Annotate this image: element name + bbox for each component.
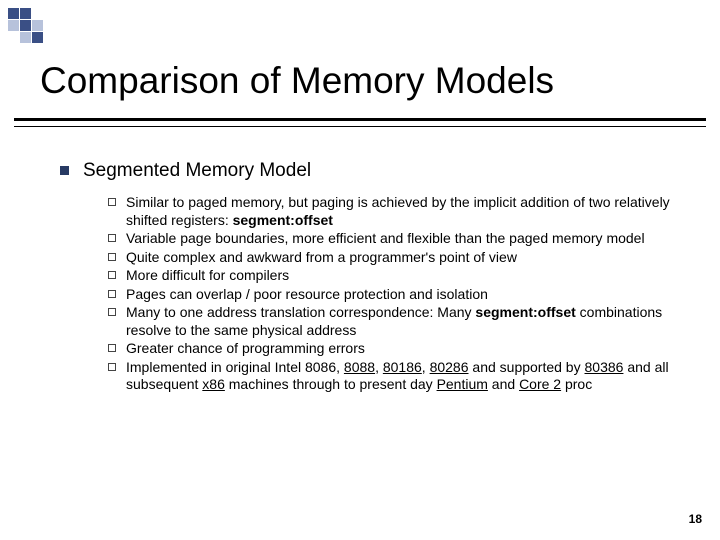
section-heading-row: Segmented Memory Model <box>60 160 680 182</box>
text-run: Greater chance of programming errors <box>126 340 365 356</box>
section-heading: Segmented Memory Model <box>83 160 311 182</box>
list-item-text: Quite complex and awkward from a program… <box>126 249 680 267</box>
list-item-text: More difficult for compilers <box>126 267 680 285</box>
hollow-square-bullet-icon <box>108 344 116 352</box>
deco-cell <box>20 32 31 43</box>
text-run: and <box>488 376 519 392</box>
deco-cell <box>20 8 31 19</box>
horizontal-rule-thick <box>14 118 706 121</box>
deco-cell <box>8 32 19 43</box>
hollow-square-bullet-icon <box>108 290 116 298</box>
text-run: machines through to present day <box>225 376 437 392</box>
deco-cell <box>8 20 19 31</box>
text-run: , <box>375 359 383 375</box>
list-item: Quite complex and awkward from a program… <box>108 249 680 267</box>
text-run: More difficult for compilers <box>126 267 289 283</box>
text-run: Variable page boundaries, more efficient… <box>126 230 645 246</box>
hollow-square-bullet-icon <box>108 271 116 279</box>
hollow-square-bullet-icon <box>108 308 116 316</box>
corner-decoration <box>8 8 43 43</box>
deco-cell <box>32 32 43 43</box>
list-item-text: Implemented in original Intel 8086, 8088… <box>126 359 680 394</box>
list-item-text: Variable page boundaries, more efficient… <box>126 230 680 248</box>
text-run: 80386 <box>585 359 624 375</box>
text-run: proc <box>561 376 592 392</box>
text-run: Similar to paged memory, but paging is a… <box>126 194 670 228</box>
list-item: Variable page boundaries, more efficient… <box>108 230 680 248</box>
bullet-list: Similar to paged memory, but paging is a… <box>108 194 680 394</box>
slide-body: Segmented Memory Model Similar to paged … <box>60 160 680 395</box>
list-item: More difficult for compilers <box>108 267 680 285</box>
text-run: and supported by <box>469 359 585 375</box>
list-item: Similar to paged memory, but paging is a… <box>108 194 680 229</box>
hollow-square-bullet-icon <box>108 234 116 242</box>
square-bullet-icon <box>60 166 69 175</box>
text-run: 8088 <box>344 359 375 375</box>
list-item: Many to one address translation correspo… <box>108 304 680 339</box>
text-run: segment:offset <box>233 212 333 228</box>
page-number: 18 <box>689 512 702 526</box>
text-run: Pages can overlap / poor resource protec… <box>126 286 488 302</box>
hollow-square-bullet-icon <box>108 253 116 261</box>
list-item-text: Greater chance of programming errors <box>126 340 680 358</box>
text-run: x86 <box>202 376 225 392</box>
text-run: Core 2 <box>519 376 561 392</box>
list-item: Greater chance of programming errors <box>108 340 680 358</box>
horizontal-rule-thin <box>14 126 706 127</box>
deco-cell <box>32 20 43 31</box>
text-run: segment:offset <box>475 304 575 320</box>
deco-cell <box>32 8 43 19</box>
slide-title: Comparison of Memory Models <box>40 60 680 102</box>
list-item-text: Many to one address translation correspo… <box>126 304 680 339</box>
hollow-square-bullet-icon <box>108 198 116 206</box>
deco-cell <box>20 20 31 31</box>
list-item: Pages can overlap / poor resource protec… <box>108 286 680 304</box>
deco-cell <box>8 8 19 19</box>
text-run: Pentium <box>437 376 488 392</box>
text-run: Implemented in original Intel 8086, <box>126 359 344 375</box>
text-run: Quite complex and awkward from a program… <box>126 249 517 265</box>
slide: Comparison of Memory Models Segmented Me… <box>0 0 720 540</box>
text-run: 80286 <box>430 359 469 375</box>
list-item-text: Similar to paged memory, but paging is a… <box>126 194 680 229</box>
text-run: 80186 <box>383 359 422 375</box>
list-item-text: Pages can overlap / poor resource protec… <box>126 286 680 304</box>
hollow-square-bullet-icon <box>108 363 116 371</box>
list-item: Implemented in original Intel 8086, 8088… <box>108 359 680 394</box>
text-run: Many to one address translation correspo… <box>126 304 475 320</box>
text-run: , <box>422 359 430 375</box>
